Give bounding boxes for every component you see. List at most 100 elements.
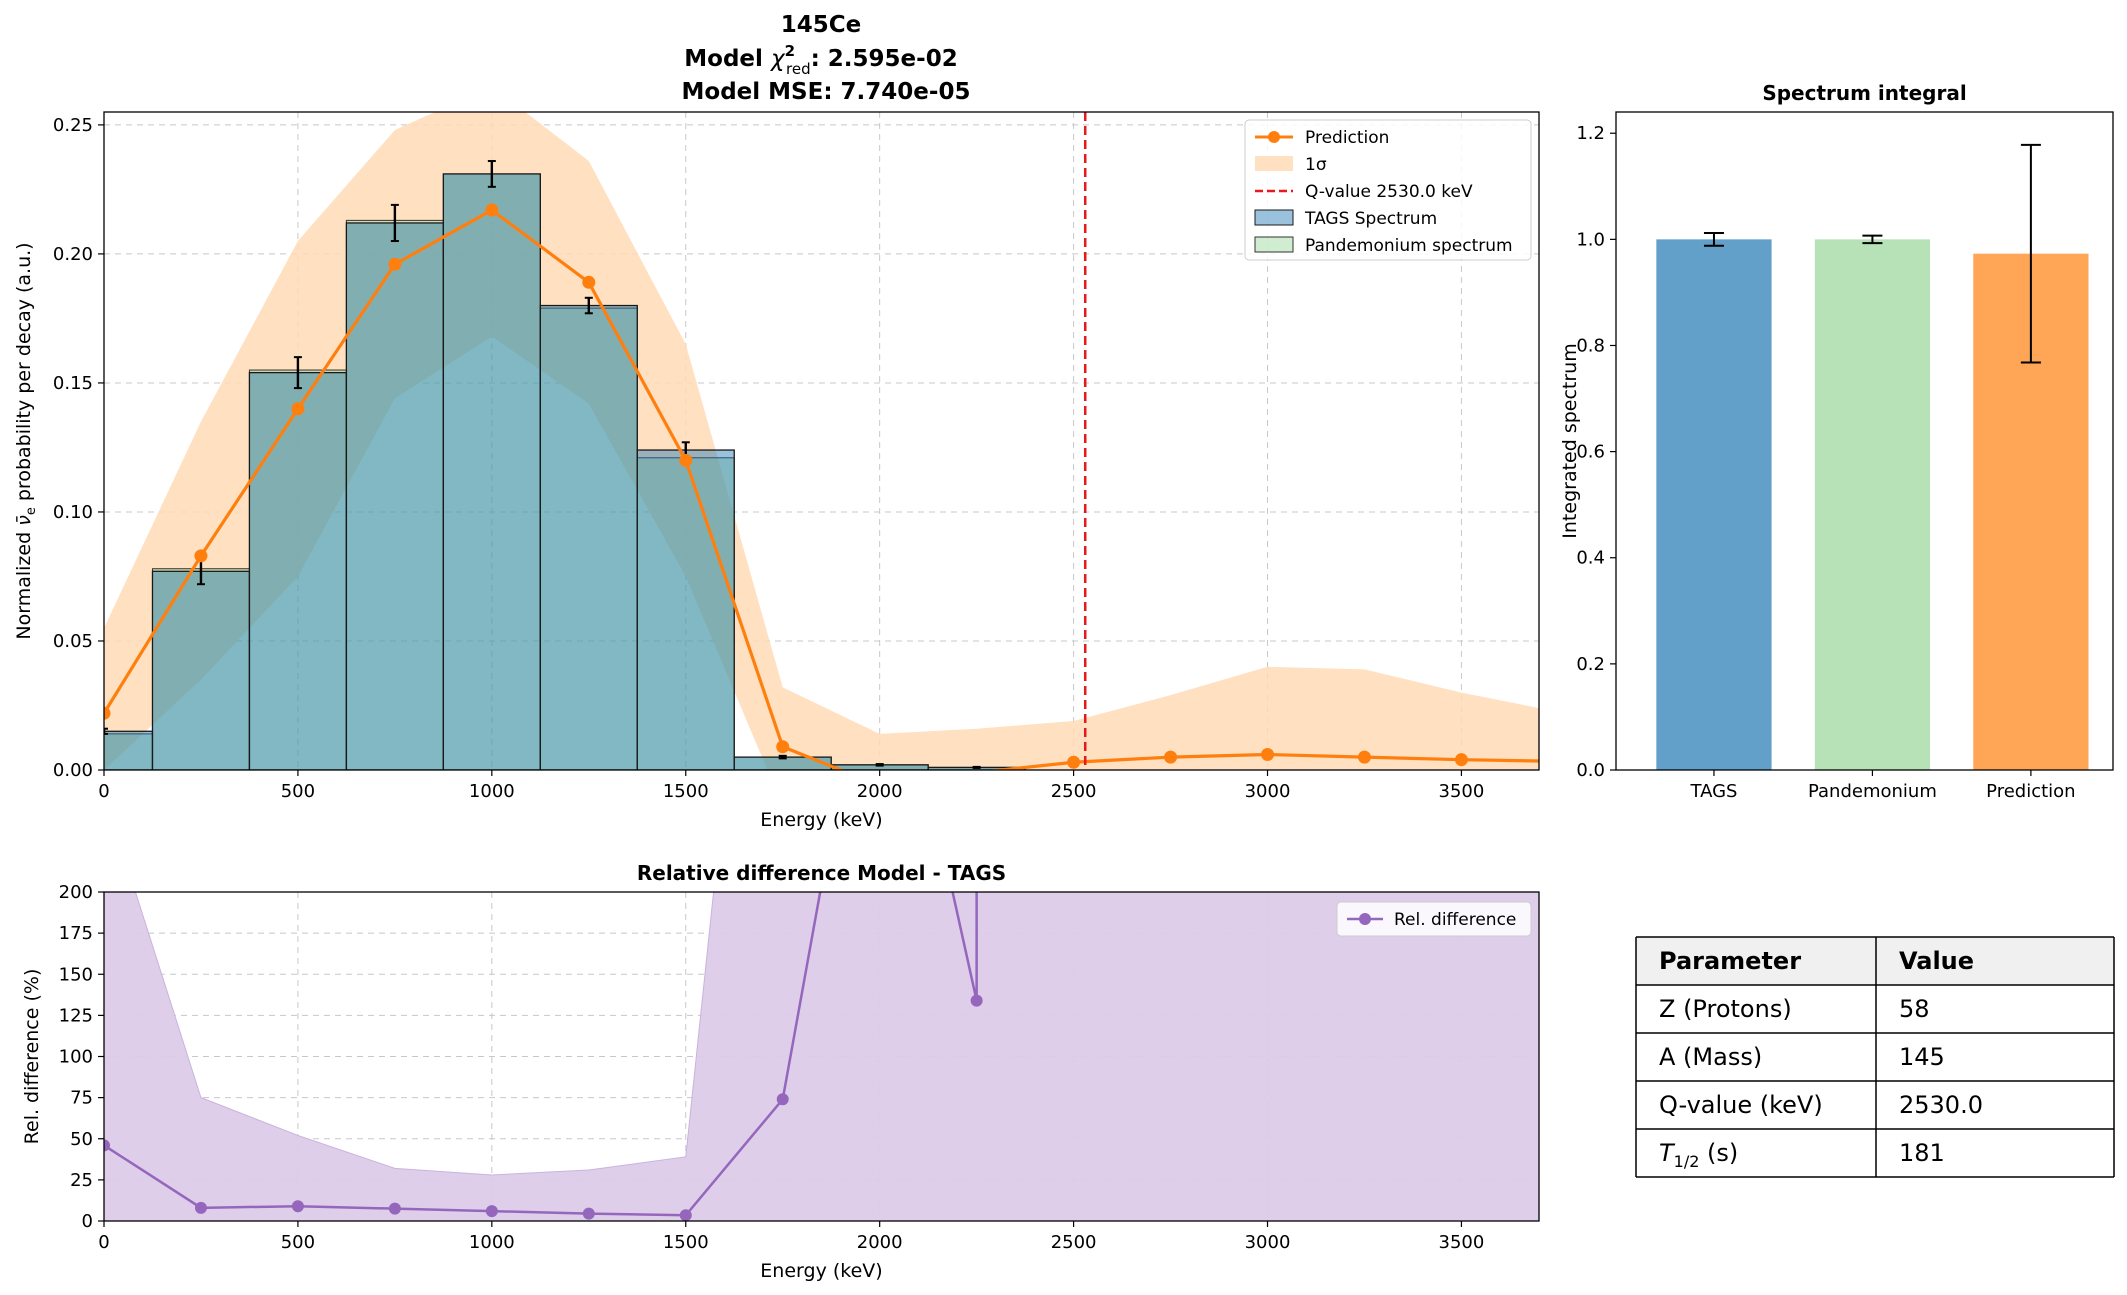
- pandemonium-bar: [248, 369, 347, 770]
- integral-category-label: Prediction: [1986, 781, 2075, 802]
- reldiff-ytick-label: 25: [70, 1170, 93, 1191]
- spectrum-ytick-label: 0.05: [53, 631, 93, 652]
- legend-label: Pandemonium spectrum: [1305, 236, 1513, 256]
- integral-ytick-label: 0.4: [1576, 548, 1605, 569]
- legend-prediction-marker: [1268, 131, 1280, 143]
- reldiff-band: [104, 892, 1539, 1221]
- reldiff-xtick-label: 1000: [469, 1232, 515, 1253]
- table-header-cell: Parameter: [1659, 947, 1801, 975]
- prediction-point: [776, 740, 790, 754]
- reldiff-point: [970, 994, 983, 1007]
- reldiff-xtick-label: 2000: [857, 1232, 903, 1253]
- spectrum-ytick-label: 0.20: [53, 244, 93, 265]
- parameter-table: Parameter Value Z (Protons) 58 A (Mass) 145 Q-…: [1635, 936, 2115, 1178]
- reldiff-legend-label: Rel. difference: [1394, 910, 1516, 930]
- legend-label: 1σ: [1305, 155, 1327, 175]
- reldiff-ytick-label: 50: [70, 1129, 93, 1150]
- pandemonium-bar: [442, 173, 541, 770]
- reldiff-ytick-label: 200: [59, 882, 93, 903]
- integral-category-label: TAGS: [1689, 781, 1737, 802]
- table-cell: 2530.0: [1899, 1091, 1983, 1119]
- reldiff-ylabel: Rel. difference (%): [21, 969, 43, 1145]
- prediction-point: [291, 402, 305, 416]
- reldiff-plot-area: [104, 892, 1539, 1221]
- integral-ytick-label: 1.0: [1576, 229, 1605, 250]
- spectrum-ytick-label: 0.00: [53, 760, 93, 781]
- table-cell: Z (Protons): [1659, 995, 1792, 1023]
- reldiff-xtick-label: 2500: [1051, 1232, 1097, 1253]
- integral-ytick-label: 0.2: [1576, 654, 1605, 675]
- prediction-point: [1067, 755, 1081, 769]
- reldiff-point: [582, 1207, 595, 1220]
- integral-frame: [1615, 111, 2114, 771]
- table-cell: 58: [1899, 995, 1930, 1023]
- spectrum-xtick-label: 0: [98, 781, 109, 802]
- table-cell: T1/2 (s): [1659, 1139, 1738, 1171]
- reldiff-title: Relative difference Model - TAGS: [637, 861, 1006, 885]
- prediction-line: [104, 208, 1539, 770]
- sigma-band: [104, 112, 1539, 770]
- reldiff-point: [291, 1200, 304, 1213]
- reldiff-point: [776, 1093, 789, 1106]
- reldiff-xtick-label: 0: [98, 1232, 109, 1253]
- spectrum-xtick-label: 2500: [1051, 781, 1097, 802]
- tags-bar: [151, 570, 251, 770]
- legend-tags-swatch: [1254, 209, 1294, 226]
- legend-label: Prediction: [1305, 128, 1389, 148]
- spectrum-xlabel: Energy (keV): [760, 809, 882, 831]
- prediction-point: [388, 257, 402, 271]
- legend-label: TAGS Spectrum: [1304, 209, 1437, 229]
- prediction-point: [485, 203, 499, 217]
- integral-title: Spectrum integral: [1762, 81, 1966, 105]
- legend-box: [1244, 119, 1532, 261]
- legend-label: Q-value 2530.0 keV: [1305, 182, 1473, 202]
- figure-title: 145Ce Model χ2 red: 2.595e-02 Model MSE: …: [682, 12, 971, 105]
- reldiff-xlabel: Energy (keV): [760, 1260, 882, 1282]
- reldiff-point: [388, 1202, 401, 1215]
- tags-bar: [345, 222, 445, 770]
- tags-bar: [248, 371, 348, 770]
- legend-sigma-swatch: [1255, 156, 1293, 171]
- title-line-3: Model MSE: 7.740e-05: [682, 79, 971, 105]
- pandemonium-bar: [636, 457, 735, 770]
- pandemonium-bar: [539, 307, 638, 770]
- integral-category-label: Pandemonium: [1808, 781, 1937, 802]
- spectrum-xtick-label: 1500: [663, 781, 709, 802]
- spectrum-ytick-label: 0.10: [53, 502, 93, 523]
- spectrum-legend: Prediction 1σ Q-value 2530.0 keV TAGS Spect…: [1244, 119, 1532, 261]
- tags-bar: [539, 304, 638, 770]
- reldiff-ytick-label: 150: [59, 964, 93, 985]
- integral-plot: TAGS Pandemonium Prediction 0.0 0.2 0.4 0.6 0.8…: [1559, 81, 2114, 802]
- prediction-point: [1261, 748, 1275, 762]
- spectrum-plot-area: [104, 112, 1539, 770]
- reldiff-ytick-label: 175: [59, 923, 93, 944]
- spectrum-xtick-label: 2000: [857, 781, 903, 802]
- reldiff-point: [485, 1205, 498, 1218]
- reldiff-xtick-label: 3500: [1439, 1232, 1485, 1253]
- reldiff-point: [679, 1209, 692, 1221]
- title-line-2: Model χ2 red: 2.595e-02: [684, 42, 957, 78]
- reldiff-xtick-label: 1500: [663, 1232, 709, 1253]
- integral-ylabel: Integrated spectrum: [1559, 343, 1581, 538]
- reldiff-ytick-label: 100: [59, 1047, 93, 1068]
- tags-bar: [636, 449, 735, 770]
- reldiff-legend-box: [1336, 901, 1532, 937]
- tags-bar: [442, 173, 541, 770]
- integral-bar: [1656, 239, 1772, 770]
- spectrum-frame: [103, 111, 1540, 771]
- integral-ytick-label: 1.2: [1576, 123, 1605, 144]
- prediction-point: [1357, 750, 1371, 764]
- legend-pandemonium-swatch: [1254, 236, 1294, 253]
- table-cell: Q-value (keV): [1659, 1091, 1823, 1119]
- table-cell: 181: [1899, 1139, 1945, 1167]
- reldiff-ytick-label: 75: [70, 1088, 93, 1109]
- spectrum-ytick-label: 0.15: [53, 373, 93, 394]
- spectrum-xtick-label: 500: [281, 781, 315, 802]
- spectrum-xtick-label: 1000: [469, 781, 515, 802]
- reldiff-legend: Rel. difference: [1336, 901, 1532, 937]
- prediction-point: [1454, 753, 1468, 767]
- reldiff-point: [194, 1201, 207, 1214]
- integral-ytick-label: 0.8: [1576, 335, 1605, 356]
- reldiff-xtick-label: 500: [281, 1232, 315, 1253]
